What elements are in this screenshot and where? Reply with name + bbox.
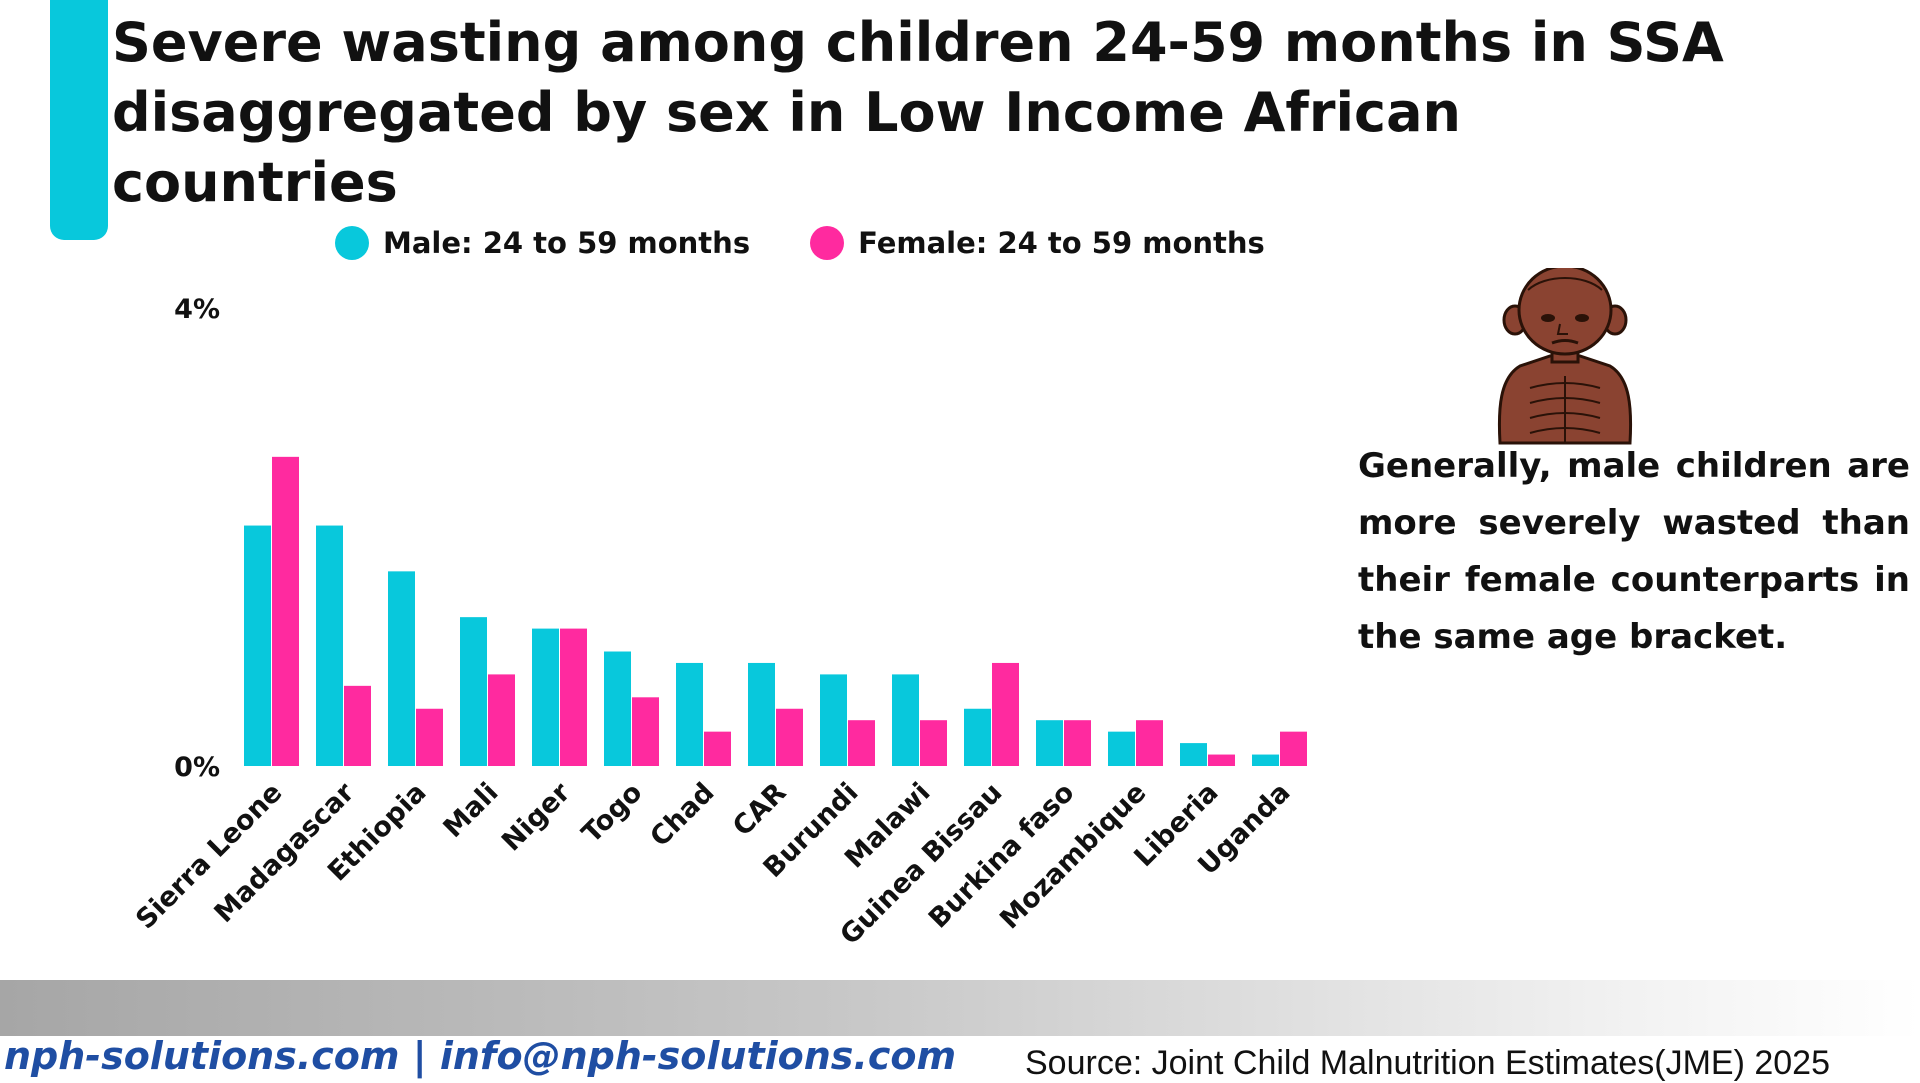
bar-female-togo [632, 697, 659, 766]
bar-male-madagascar [316, 525, 343, 766]
legend-item-female: Female: 24 to 59 months [810, 226, 1265, 260]
bar-female-sierra-leone [272, 456, 299, 766]
title-accent-bar [50, 0, 108, 240]
summary-note: Generally, male children are more severe… [1358, 446, 1910, 657]
bar-female-burkina-faso [1064, 720, 1091, 766]
bar-female-car [776, 708, 803, 766]
bar-female-uganda [1280, 731, 1307, 766]
malnourished-child-icon [1497, 268, 1633, 445]
bar-female-niger [560, 628, 587, 766]
bar-female-liberia [1208, 754, 1235, 766]
bar-male-uganda [1252, 754, 1279, 766]
bar-male-malawi [892, 674, 919, 766]
bar-male-mali [460, 617, 487, 766]
bar-male-burundi [820, 674, 847, 766]
legend-swatch-female [810, 226, 845, 260]
bar-male-guinea-bissau [964, 708, 991, 766]
footer-band [0, 980, 1920, 1036]
bar-male-mozambique [1108, 731, 1135, 766]
bar-female-chad [704, 731, 731, 766]
bar-female-malawi [920, 720, 947, 766]
x-tick-label: Togo [576, 777, 648, 849]
footer-contact-link[interactable]: nph-solutions.com | info@nph-solutions.c… [4, 1034, 957, 1078]
legend-label-male: Male: 24 to 59 months [383, 226, 751, 260]
bar-male-liberia [1180, 743, 1207, 766]
bar-male-ethiopia [388, 571, 415, 766]
chart-legend: Male: 24 to 59 months Female: 24 to 59 m… [335, 226, 1265, 260]
bar-female-madagascar [344, 685, 371, 766]
bar-female-guinea-bissau [992, 662, 1019, 766]
chart-title: Severe wasting among children 24-59 mont… [112, 11, 1724, 214]
bar-male-chad [676, 662, 703, 766]
bar-female-mali [488, 674, 515, 766]
bar-female-burundi [848, 720, 875, 766]
y-tick-label-zero: 0% [174, 752, 220, 783]
x-tick-label: Mali [438, 777, 505, 844]
bar-female-ethiopia [416, 708, 443, 766]
bar-female-mozambique [1136, 720, 1163, 766]
x-tick-label: CAR [727, 777, 793, 843]
bar-male-burkina-faso [1036, 720, 1063, 766]
y-tick-label-max: 4% [174, 294, 220, 325]
bar-male-sierra-leone [244, 525, 271, 766]
bar-male-togo [604, 651, 631, 766]
legend-swatch-male [335, 226, 369, 260]
legend-item-male: Male: 24 to 59 months [335, 226, 750, 260]
source-note: Source: Joint Child Malnutrition Estimat… [1025, 1044, 1830, 1082]
legend-label-female: Female: 24 to 59 months [858, 226, 1265, 260]
x-tick-label: Chad [644, 777, 720, 853]
x-tick-label: Niger [496, 777, 577, 858]
bar-male-car [748, 662, 775, 766]
bar-male-niger [532, 628, 559, 766]
